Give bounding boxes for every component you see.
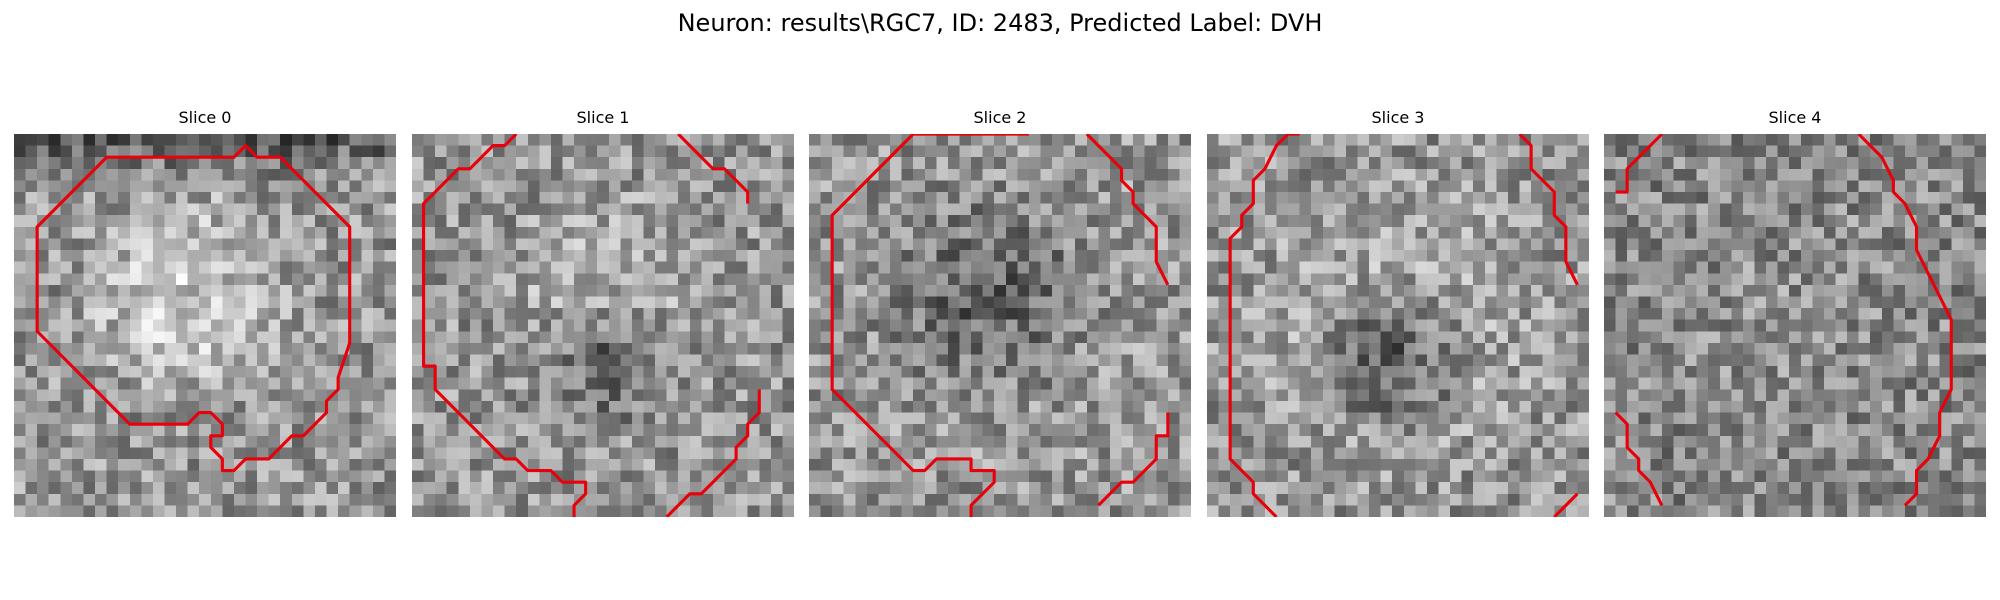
contour-line <box>1614 411 1664 507</box>
slice-image <box>1604 134 1986 517</box>
contour-line <box>1085 134 1170 286</box>
slice-panel-2: Slice 2 <box>809 108 1191 517</box>
slice-title: Slice 1 <box>576 108 630 127</box>
contour-line <box>35 144 352 473</box>
contour-line <box>1518 134 1579 286</box>
contour-line <box>1553 492 1579 517</box>
slice-image <box>14 134 396 517</box>
contour-line <box>665 389 761 517</box>
contour-line <box>1228 134 1300 517</box>
slice-image <box>809 134 1191 517</box>
slice-title: Slice 3 <box>1371 108 1425 127</box>
contour-line <box>830 134 1029 517</box>
slice-title: Slice 4 <box>1768 108 1822 127</box>
contour-line <box>677 134 750 204</box>
contour-line <box>422 134 588 517</box>
slice-panel-4: Slice 4 <box>1604 108 1986 517</box>
slice-title: Slice 0 <box>178 108 232 127</box>
slice-title: Slice 2 <box>973 108 1027 127</box>
contour-line <box>1615 134 1663 194</box>
contour-line <box>1857 134 1953 507</box>
slice-image <box>1207 134 1589 517</box>
contour-line <box>1097 412 1170 507</box>
figure-title: Neuron: results\RGC7, ID: 2483, Predicte… <box>677 9 1323 37</box>
slice-image <box>412 134 794 517</box>
slice-panel-1: Slice 1 <box>412 108 794 517</box>
slice-panel-0: Slice 0 <box>14 108 396 517</box>
slice-panel-3: Slice 3 <box>1207 108 1589 517</box>
